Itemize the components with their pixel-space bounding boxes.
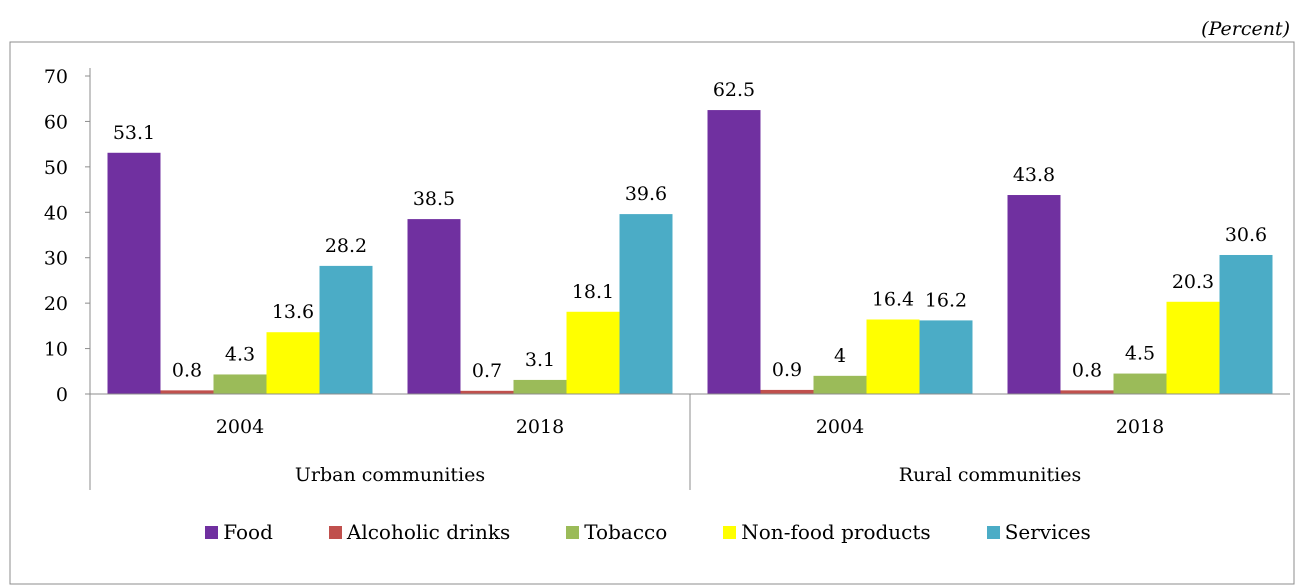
data-label: 20.3 xyxy=(1172,271,1214,293)
bar xyxy=(866,319,920,394)
bar xyxy=(1007,195,1061,394)
data-label: 0.8 xyxy=(172,359,202,381)
bar xyxy=(813,375,867,394)
data-label: 28.2 xyxy=(325,235,367,257)
legend-swatch xyxy=(566,525,580,539)
x-category-label: 2018 xyxy=(1116,416,1164,438)
x-group-label: Urban communities xyxy=(295,464,485,486)
y-tick-label: 10 xyxy=(44,339,68,361)
y-tick-label: 20 xyxy=(44,293,68,315)
bar xyxy=(619,214,673,394)
legend: Food Alcoholic drinks Tobacco Non-food prod… xyxy=(0,520,1296,544)
x-axis: 2004 2018 2004 2018 Urban communities Rural c… xyxy=(89,393,1290,490)
y-axis: 0 10 20 30 40 50 60 70 xyxy=(44,66,91,406)
y-tick-label: 40 xyxy=(44,202,68,224)
bar xyxy=(266,332,320,394)
data-label: 39.6 xyxy=(625,183,667,205)
legend-item: Alcoholic drinks xyxy=(328,520,511,544)
legend-swatch xyxy=(986,525,1000,539)
data-label: 18.1 xyxy=(572,281,614,303)
y-tick-label: 50 xyxy=(44,157,68,179)
data-label: 0.8 xyxy=(1072,359,1102,381)
data-label: 4.5 xyxy=(1125,343,1155,365)
bar xyxy=(1113,373,1167,394)
chart-frame xyxy=(9,41,1295,585)
legend-label: Food xyxy=(223,520,273,544)
legend-label: Tobacco xyxy=(584,520,668,544)
bar xyxy=(1166,301,1220,394)
unit-label: (Percent) xyxy=(1201,18,1290,40)
data-label: 4 xyxy=(834,345,846,367)
legend-swatch xyxy=(328,525,342,539)
bar xyxy=(566,311,620,394)
data-label: 62.5 xyxy=(713,79,755,101)
bar xyxy=(107,152,161,394)
bar xyxy=(760,389,814,394)
data-label: 30.6 xyxy=(1225,224,1267,246)
data-label: 53.1 xyxy=(113,122,155,144)
legend-label: Non-food products xyxy=(741,520,931,544)
bar xyxy=(213,374,267,394)
bar xyxy=(407,219,461,394)
legend-item: Food xyxy=(205,520,273,544)
y-tick-label: 60 xyxy=(44,111,68,133)
legend-swatch xyxy=(723,525,737,539)
legend-item: Non-food products xyxy=(723,520,931,544)
data-label: 0.7 xyxy=(472,360,502,382)
bars-layer xyxy=(107,110,1273,395)
legend-label: Services xyxy=(1004,520,1091,544)
bar xyxy=(160,390,214,394)
data-label: 0.9 xyxy=(772,359,802,381)
data-label: 4.3 xyxy=(225,343,255,365)
data-label: 43.8 xyxy=(1013,164,1055,186)
x-group-label: Rural communities xyxy=(899,464,1081,486)
y-tick-label: 70 xyxy=(44,66,68,88)
legend-label: Alcoholic drinks xyxy=(346,520,511,544)
data-label: 16.4 xyxy=(872,288,914,310)
y-tick-label: 30 xyxy=(44,248,68,270)
data-label: 38.5 xyxy=(413,188,455,210)
bar xyxy=(919,320,973,394)
x-category-label: 2018 xyxy=(516,416,564,438)
data-label: 3.1 xyxy=(525,349,555,371)
legend-item: Tobacco xyxy=(566,520,667,544)
bar xyxy=(319,265,373,394)
data-label: 16.2 xyxy=(925,289,967,311)
x-category-label: 2004 xyxy=(216,416,264,438)
bar xyxy=(707,110,761,395)
bar xyxy=(1060,390,1114,394)
x-category-label: 2004 xyxy=(816,416,864,438)
bar xyxy=(513,379,567,394)
y-tick-label: 0 xyxy=(56,384,68,406)
data-labels-layer: 53.1 0.8 4.3 13.6 28.2 38.5 0.7 3.1 18.1 39.6 62.5… xyxy=(113,79,1267,382)
data-label: 13.6 xyxy=(272,301,314,323)
legend-item: Services xyxy=(986,520,1091,544)
bar xyxy=(1219,254,1273,394)
legend-swatch xyxy=(205,525,219,539)
bar xyxy=(460,390,514,394)
